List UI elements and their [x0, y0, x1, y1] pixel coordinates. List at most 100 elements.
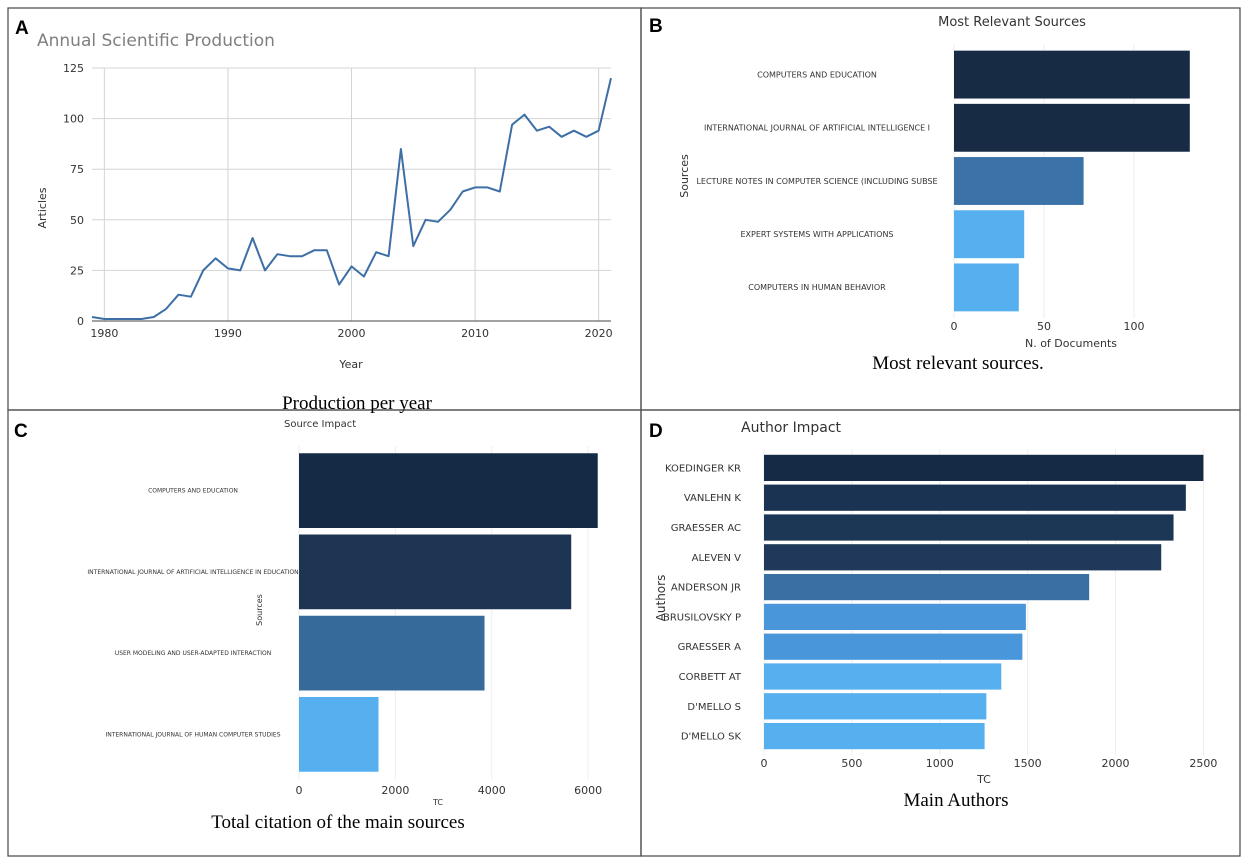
data-point — [114, 316, 119, 321]
panel-a-caption: Production per year — [282, 393, 433, 414]
data-point — [127, 316, 132, 321]
data-point — [374, 250, 379, 255]
x-axis-title: Year — [338, 358, 363, 371]
bar — [764, 454, 1204, 482]
category-label: CORBETT AT — [679, 672, 742, 683]
data-point — [176, 292, 181, 297]
data-point — [609, 76, 614, 81]
x-axis-title: TC — [976, 773, 991, 786]
data-point — [473, 185, 478, 190]
category-label: BRUSILOVSKY P — [663, 612, 741, 623]
x-axis-title: TC — [432, 798, 443, 807]
category-label: VANLEHN K — [684, 493, 742, 504]
x-tick-label: 2000 — [1102, 757, 1130, 770]
data-point — [596, 128, 601, 133]
category-label: KOEDINGER KR — [665, 463, 741, 474]
data-point — [188, 294, 193, 299]
data-point — [398, 146, 403, 151]
bar — [764, 603, 1026, 631]
bar — [764, 484, 1186, 511]
data-point — [534, 128, 539, 133]
x-tick-label: 1500 — [1014, 757, 1042, 770]
y-axis-title: Authors — [654, 575, 668, 622]
x-tick-label: 1000 — [926, 757, 954, 770]
data-point — [324, 248, 329, 253]
bar — [764, 544, 1162, 571]
category-label: D'MELLO SK — [681, 732, 742, 743]
y-tick-label: 0 — [77, 315, 84, 328]
panel-d-caption: Main Authors — [903, 790, 1008, 811]
data-point — [522, 112, 527, 117]
data-point — [139, 316, 144, 321]
category-label: INTERNATIONAL JOURNAL OF ARTIFICIAL INTE… — [87, 569, 298, 576]
data-point — [497, 189, 502, 194]
category-label: GRAESSER A — [678, 642, 742, 653]
bar — [299, 697, 379, 772]
bar — [764, 573, 1090, 601]
y-tick-label: 50 — [70, 214, 84, 227]
data-point — [423, 217, 428, 222]
x-tick-label: 1990 — [214, 327, 242, 340]
data-point — [201, 268, 206, 273]
data-point — [547, 124, 552, 129]
chart-title: Source Impact — [284, 419, 356, 430]
x-tick-label: 0 — [761, 757, 768, 770]
x-tick-label: 1980 — [90, 327, 118, 340]
data-point — [571, 128, 576, 133]
y-tick-label: 25 — [70, 264, 84, 277]
y-axis-title: Sources — [678, 154, 691, 198]
x-tick-label: 0 — [951, 320, 958, 333]
data-point — [90, 314, 95, 319]
data-point — [250, 236, 255, 241]
data-point — [559, 134, 564, 139]
data-point — [386, 254, 391, 259]
chart-annual-production: 0 25 50 75 100 125 1980 1990 2000 2010 2020 Annual … — [36, 31, 614, 371]
panel-d-letter: D — [649, 421, 663, 442]
data-point — [411, 244, 416, 249]
bar — [299, 615, 485, 691]
panel-c-caption: Total citation of the main sources — [211, 812, 465, 833]
data-point — [436, 219, 441, 224]
bar — [954, 263, 1019, 312]
x-tick-label: 0 — [296, 784, 303, 797]
series-line — [91, 77, 612, 320]
chart-title: Author Impact — [741, 420, 842, 436]
data-point — [510, 122, 515, 127]
category-label: COMPUTERS AND EDUCATION — [757, 70, 877, 79]
category-label: COMPUTERS IN HUMAN BEHAVIOR — [748, 283, 886, 292]
data-point — [485, 185, 490, 190]
chart-most-relevant-sources: 0 50 100 COMPUTERS AND EDUCATION INTERNATION… — [678, 15, 1190, 350]
category-label: ANDERSON JR — [671, 583, 741, 594]
chart-title: Annual Scientific Production — [37, 31, 275, 51]
panel-a-letter: A — [15, 18, 29, 39]
panel-c-letter: C — [14, 421, 28, 442]
x-tick-label: 2500 — [1189, 757, 1217, 770]
chart-author-impact: 0 500 1000 1500 2000 2500 KOEDINGER KR VANLEHN … — [654, 420, 1217, 786]
chart-source-impact: 0 2000 4000 6000 COMPUTERS AND EDUCATION INTE… — [87, 419, 602, 807]
category-label: INTERNATIONAL JOURNAL OF ARTIFICIAL INTE… — [704, 124, 930, 133]
data-point — [312, 248, 317, 253]
data-point — [238, 268, 243, 273]
category-label: GRAESSER AC — [671, 523, 741, 534]
data-point — [263, 268, 268, 273]
x-tick-label: 500 — [841, 757, 862, 770]
panel-b-caption: Most relevant sources. — [872, 353, 1043, 374]
panel-d-frame — [640, 409, 1241, 857]
data-point — [349, 264, 354, 269]
y-axis-title: Articles — [36, 187, 49, 228]
x-tick-label: 6000 — [574, 784, 602, 797]
category-label: LECTURE NOTES IN COMPUTER SCIENCE (INCLU… — [696, 177, 937, 186]
y-axis-title: Sources — [255, 594, 264, 626]
category-label: USER MODELING AND USER-ADAPTED INTERACTI… — [115, 650, 271, 657]
data-point — [275, 252, 280, 257]
x-tick-label: 4000 — [478, 784, 506, 797]
data-point — [225, 266, 230, 271]
chart-title: Most Relevant Sources — [938, 15, 1086, 30]
bar — [954, 103, 1190, 152]
data-point — [213, 256, 218, 261]
y-tick-label: 100 — [63, 113, 84, 126]
bar — [299, 534, 572, 610]
data-point — [337, 282, 342, 287]
data-point — [448, 207, 453, 212]
